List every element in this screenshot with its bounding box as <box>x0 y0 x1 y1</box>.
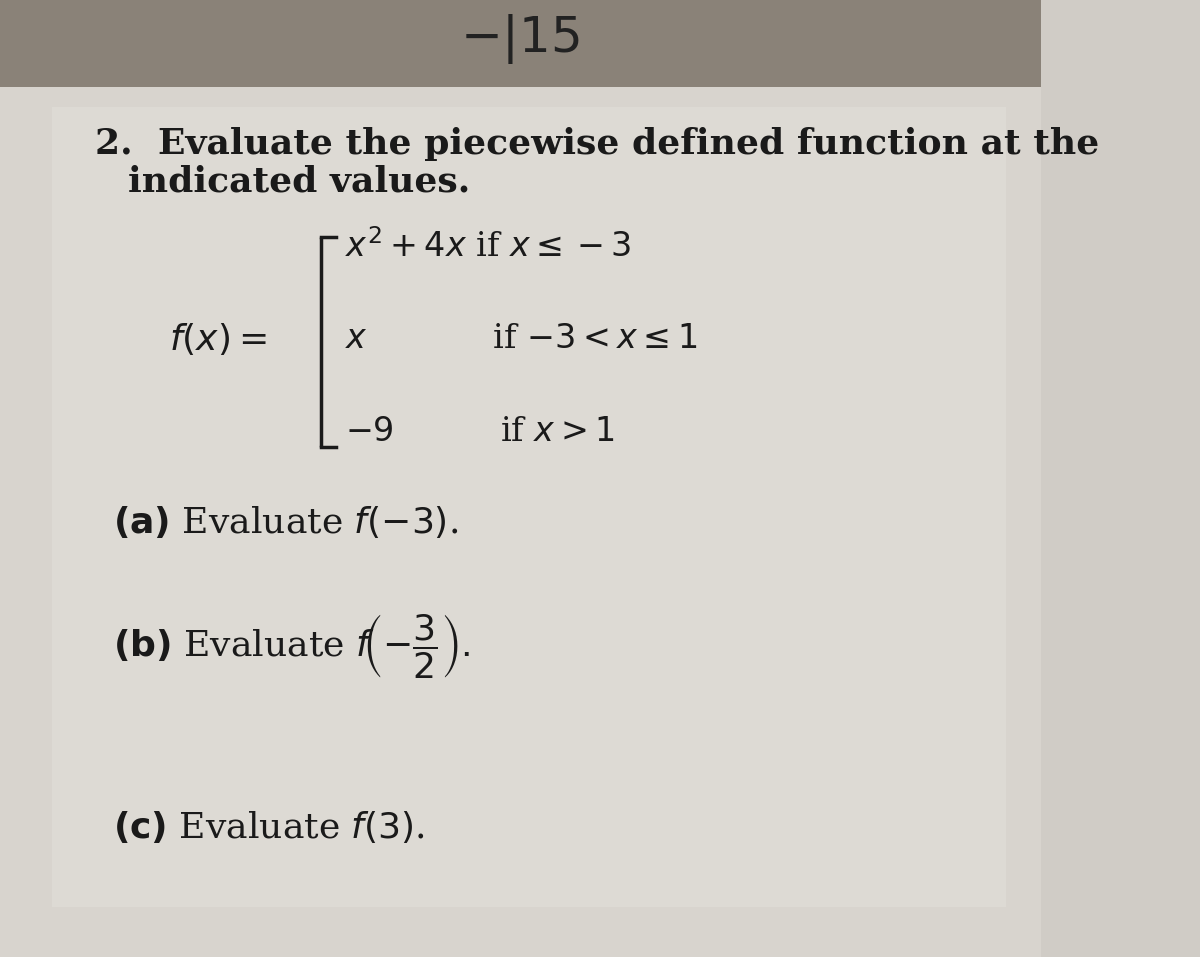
Text: $-|15$: $-|15$ <box>461 12 581 66</box>
Text: $\mathbf{(a)}$ Evaluate $f(-3)$.: $\mathbf{(a)}$ Evaluate $f(-3)$. <box>113 504 458 540</box>
Text: indicated values.: indicated values. <box>128 164 470 198</box>
Bar <box>52 107 1006 907</box>
Bar <box>0 0 1040 87</box>
Text: $-9$          if $x > 1$: $-9$ if $x > 1$ <box>346 416 614 448</box>
Text: $\mathbf{(b)}$ Evaluate $f\!\left(-\dfrac{3}{2}\right).$: $\mathbf{(b)}$ Evaluate $f\!\left(-\dfra… <box>113 612 470 681</box>
Text: $x$            if $-3 < x \leq 1$: $x$ if $-3 < x \leq 1$ <box>346 323 697 355</box>
Text: $f(x) =$: $f(x) =$ <box>169 321 266 357</box>
Text: 2.  Evaluate the piecewise defined function at the: 2. Evaluate the piecewise defined functi… <box>95 127 1099 161</box>
Text: $x^2 +4x$ if $x \leq -3$: $x^2 +4x$ if $x \leq -3$ <box>346 230 631 264</box>
Text: $\mathbf{(c)}$ Evaluate $f(3)$.: $\mathbf{(c)}$ Evaluate $f(3)$. <box>113 809 425 845</box>
